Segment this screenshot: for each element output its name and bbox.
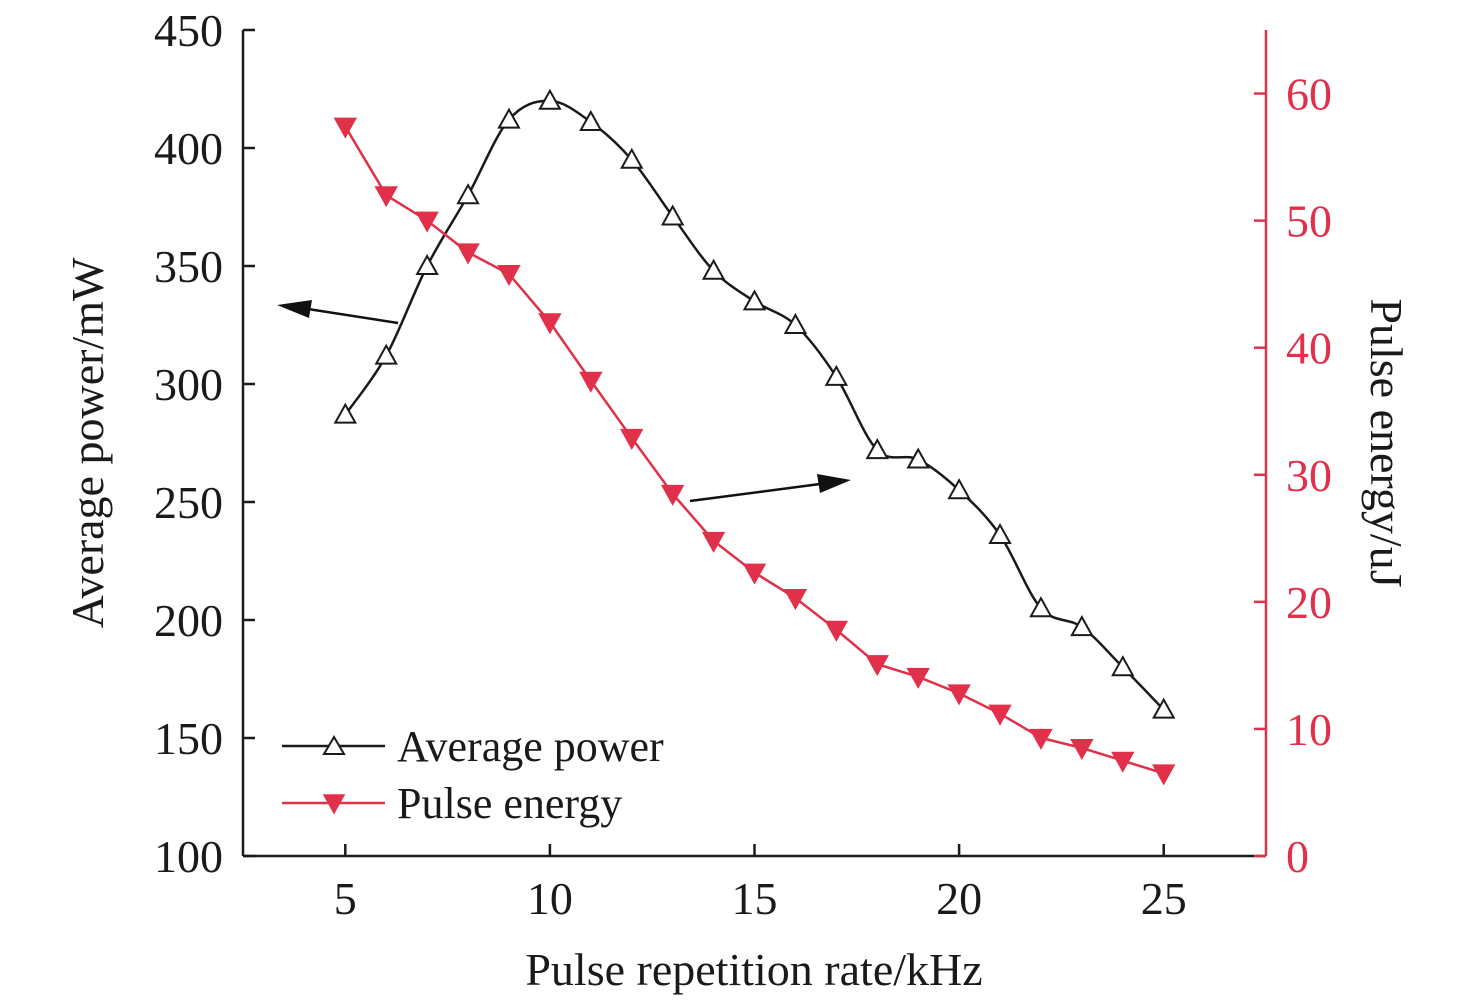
data-point	[497, 264, 521, 287]
arrowhead-right	[817, 474, 851, 493]
legend: Average power Pulse energy	[282, 722, 664, 828]
data-point	[701, 531, 726, 553]
arrowhead-left	[277, 300, 312, 318]
right-tick-label: 50	[1286, 196, 1332, 247]
data-point	[1029, 596, 1053, 618]
data-point	[374, 343, 398, 365]
data-point	[1152, 697, 1176, 719]
data-point	[538, 313, 562, 335]
series-average-power	[333, 88, 1176, 719]
right-tick-label: 0	[1286, 831, 1309, 882]
legend-entry-pulse-energy: Pulse energy	[282, 779, 622, 828]
left-tick-label: 300	[154, 359, 223, 410]
data-point	[783, 312, 808, 334]
left-tick-label: 250	[154, 477, 223, 528]
series-layer	[333, 88, 1176, 786]
data-point	[620, 428, 644, 450]
left-tick-label: 450	[154, 5, 223, 56]
data-point	[1029, 728, 1053, 750]
x-tick-label: 10	[527, 873, 573, 924]
data-point	[947, 684, 971, 706]
right-tick-label: 30	[1286, 450, 1332, 501]
series-line	[344, 125, 1165, 775]
data-point	[456, 243, 480, 265]
data-point	[906, 447, 930, 469]
series-pulse-energy	[333, 117, 1176, 786]
data-point	[988, 704, 1012, 726]
left-tick-label: 350	[154, 241, 223, 292]
data-point	[742, 563, 767, 585]
data-point	[865, 655, 889, 677]
data-point	[415, 211, 439, 233]
left-tick-label: 400	[154, 123, 223, 174]
data-point	[579, 371, 603, 393]
data-point	[374, 186, 398, 208]
right-tick-label: 20	[1286, 577, 1332, 628]
x-axis-ticks: 5 10 15 20 25	[334, 844, 1187, 924]
right-tick-label: 60	[1286, 69, 1332, 120]
legend-label-pulse-energy: Pulse energy	[397, 779, 622, 828]
x-tick-label: 25	[1141, 873, 1187, 924]
left-tick-label: 150	[154, 713, 223, 764]
data-point	[783, 589, 808, 611]
data-point	[660, 484, 685, 506]
right-tick-label: 10	[1286, 704, 1332, 755]
left-axis-label: Average power/mW	[62, 257, 113, 628]
data-point	[538, 88, 562, 110]
left-axis-ticks: 100 150 200 250 300 350 400 450	[154, 5, 255, 882]
arrow-to-right-axis	[689, 482, 821, 503]
data-point	[988, 522, 1012, 545]
x-axis-label: Pulse repetition rate/kHz	[525, 944, 982, 995]
data-point	[906, 667, 930, 689]
data-point	[1111, 655, 1135, 677]
right-axis-label: Pulse energy/uJ	[1361, 298, 1412, 587]
data-point	[1111, 751, 1135, 773]
data-point	[1070, 738, 1094, 761]
x-tick-label: 20	[936, 873, 982, 924]
data-point	[824, 620, 849, 642]
data-point	[579, 109, 603, 132]
data-point	[333, 402, 357, 424]
data-point	[620, 147, 644, 169]
data-point	[1152, 764, 1176, 786]
data-point	[865, 438, 889, 460]
data-point	[497, 107, 521, 129]
data-point	[1070, 615, 1094, 637]
x-tick-label: 5	[334, 873, 357, 924]
legend-marker-average-power	[322, 735, 346, 755]
data-point	[701, 258, 726, 280]
data-point	[415, 253, 439, 275]
right-tick-label: 40	[1286, 323, 1332, 374]
right-axis-ticks: 0 10 20 30 40 50 60	[1254, 69, 1332, 882]
data-point	[660, 204, 685, 226]
legend-marker-pulse-energy	[322, 794, 346, 815]
legend-label-average-power: Average power	[397, 722, 664, 771]
legend-entry-average-power: Average power	[282, 722, 664, 771]
data-point	[333, 117, 357, 139]
data-point	[947, 478, 971, 500]
data-point	[824, 364, 849, 386]
data-point	[742, 289, 767, 311]
x-tick-label: 15	[732, 873, 778, 924]
arrow-to-left-axis	[307, 307, 399, 325]
data-point	[456, 183, 480, 205]
left-tick-label: 200	[154, 595, 223, 646]
annotation-arrows	[277, 300, 851, 503]
left-tick-label: 100	[154, 831, 223, 882]
